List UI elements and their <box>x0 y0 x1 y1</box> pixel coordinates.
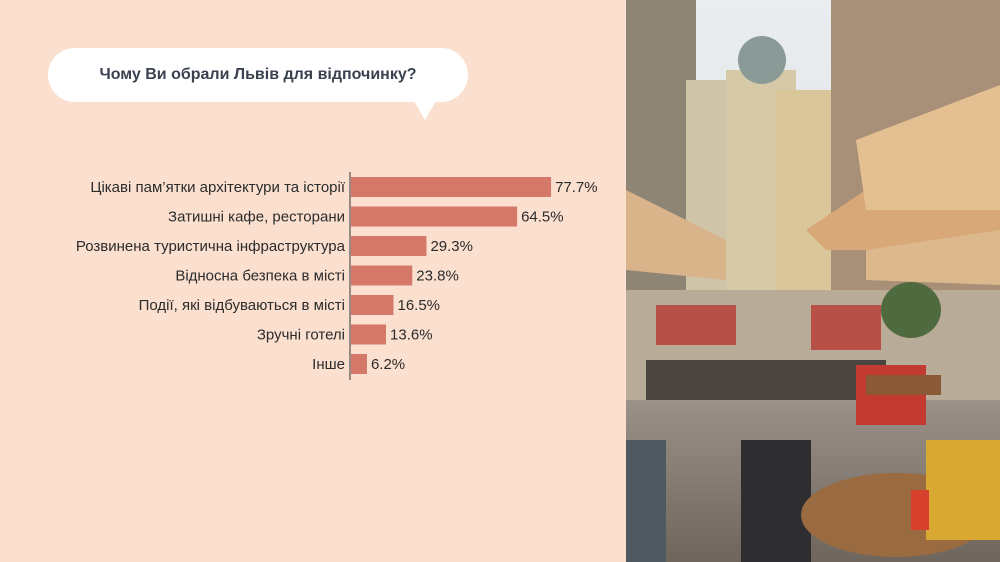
speech-bubble: Чому Ви обрали Львів для відпочинку? <box>48 48 468 102</box>
bar <box>351 295 394 315</box>
value-label: 77.7% <box>555 179 598 196</box>
value-label: 6.2% <box>371 356 405 373</box>
bar <box>351 206 518 227</box>
bar <box>351 354 367 374</box>
bar-chart: Цікаві пам’ятки архітектури та історії 77… <box>76 172 598 380</box>
value-label: 13.6% <box>390 327 433 344</box>
category-label: Розвинена туристична інфраструктура <box>76 238 346 255</box>
value-label: 23.8% <box>416 268 459 285</box>
category-label: Інше <box>312 356 345 373</box>
category-label: Відносна безпека в місті <box>175 268 345 285</box>
bar <box>351 324 387 345</box>
bar <box>351 265 413 286</box>
value-label: 29.3% <box>430 238 473 255</box>
category-label: Події, які відбуваються в місті <box>139 297 345 314</box>
category-label: Затишні кафе, ресторани <box>168 209 345 226</box>
chart-title: Чому Ви обрали Львів для відпочинку? <box>99 66 417 83</box>
value-label: 16.5% <box>397 297 440 314</box>
bar <box>351 236 427 256</box>
value-label: 64.5% <box>521 209 564 226</box>
category-label: Зручні готелі <box>257 327 345 344</box>
category-label: Цікаві пам’ятки архітектури та історії <box>90 179 345 196</box>
slide-left-panel: Чому Ви обрали Львів для відпочинку? Цік… <box>48 48 598 380</box>
bar <box>351 177 552 197</box>
lviv-street-cafe-photo <box>626 0 1000 562</box>
